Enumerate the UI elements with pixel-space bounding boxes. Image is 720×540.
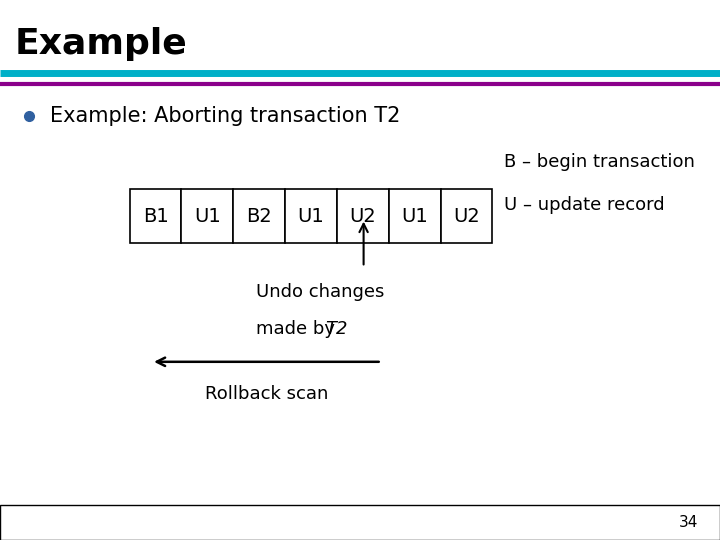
Text: made by: made by [256, 320, 341, 339]
Text: B1: B1 [143, 206, 168, 226]
FancyBboxPatch shape [337, 189, 389, 243]
Text: Undo changes: Undo changes [256, 282, 384, 301]
Text: U1: U1 [297, 206, 325, 226]
FancyBboxPatch shape [233, 189, 285, 243]
Text: B – begin transaction: B – begin transaction [504, 153, 695, 171]
FancyBboxPatch shape [441, 189, 492, 243]
Text: U2: U2 [349, 206, 377, 226]
Text: U – update record: U – update record [504, 196, 665, 214]
Text: Rollback scan: Rollback scan [204, 385, 328, 403]
Text: Example: Aborting transaction T2: Example: Aborting transaction T2 [50, 106, 401, 126]
Text: T2: T2 [325, 320, 348, 339]
FancyBboxPatch shape [285, 189, 337, 243]
Text: B2: B2 [246, 206, 272, 226]
FancyBboxPatch shape [181, 189, 233, 243]
FancyBboxPatch shape [0, 505, 720, 540]
Text: U2: U2 [453, 206, 480, 226]
FancyBboxPatch shape [389, 189, 441, 243]
Text: U1: U1 [401, 206, 428, 226]
Text: Example: Example [14, 27, 187, 61]
Text: U1: U1 [194, 206, 221, 226]
Text: 34: 34 [679, 515, 698, 530]
FancyBboxPatch shape [130, 189, 181, 243]
